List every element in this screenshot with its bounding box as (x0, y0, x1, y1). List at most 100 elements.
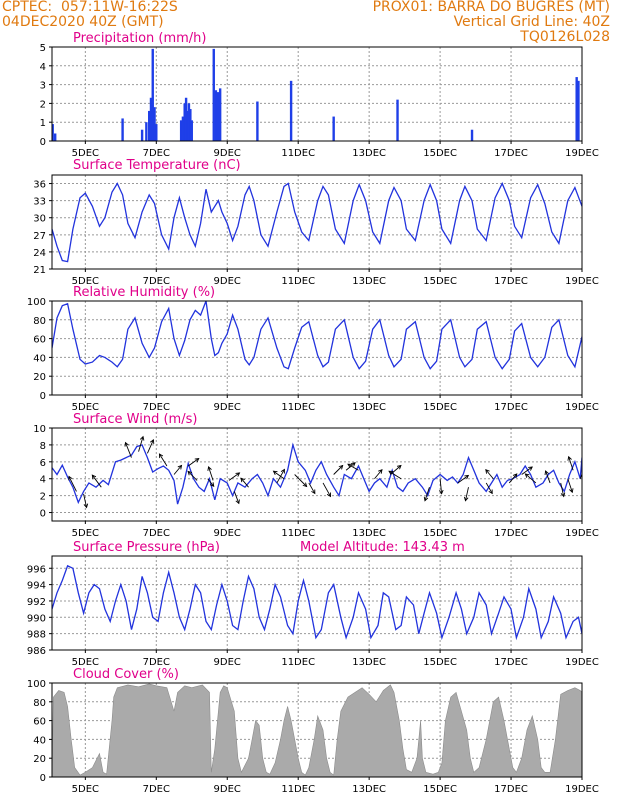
wind-arrow (579, 468, 582, 479)
header-model-id: TQ0126L028 (520, 29, 610, 45)
chart-panel-5: 5DEC 7DEC 9DEC 11DEC 13DEC 15DEC 17DEC 19DEC 0 20… (27, 667, 599, 795)
wind-arrow (567, 455, 574, 471)
x-tick-label: 9DEC (214, 784, 241, 795)
x-tick-label: 7DEC (143, 402, 170, 413)
y-tick-label: 5 (40, 43, 46, 54)
wind-arrow (207, 478, 215, 487)
y-tick-label: 992 (27, 597, 46, 608)
x-tick-label: 15DEC (423, 784, 457, 795)
wind-arrow (322, 482, 331, 498)
precip-bar (186, 110, 189, 141)
x-tick-label: 5DEC (72, 402, 99, 413)
x-tick-label: 7DEC (143, 148, 170, 159)
plot-area (52, 435, 582, 509)
x-tick-label: 17DEC (494, 784, 528, 795)
panel-frame (51, 682, 583, 778)
precip-bar (332, 116, 335, 141)
plot-area (52, 683, 582, 777)
plot-area (52, 301, 582, 370)
y-tick-label: 0 (40, 509, 46, 520)
precip-bar (396, 99, 399, 141)
y-tick-label: 27 (33, 231, 46, 242)
x-tick-label: 5DEC (72, 657, 99, 668)
wind-arrow (374, 469, 383, 480)
chart-panel-2: 5DEC 7DEC 9DEC 11DEC 13DEC 15DEC 17DEC 19DEC 0 20… (27, 285, 599, 413)
panel-title: Precipitation (mm/h) (73, 31, 206, 46)
wind-arrow (333, 464, 344, 475)
y-tick-label: 100 (27, 297, 46, 308)
panel-frame (51, 555, 583, 651)
x-tick-label: 7DEC (143, 276, 170, 287)
panel-frame (51, 427, 583, 522)
wind-arrow (560, 482, 566, 498)
x-tick-label: 13DEC (352, 528, 386, 539)
y-tick-label: 996 (27, 564, 46, 575)
y-tick-label: 21 (33, 265, 46, 276)
precip-bar (577, 80, 580, 141)
header-datetime: 04DEC2020 40Z (GMT) (2, 14, 164, 30)
x-tick-label: 19DEC (565, 784, 599, 795)
panel-frame (51, 46, 583, 142)
x-tick-label: 11DEC (281, 402, 315, 413)
wind-arrow (124, 441, 132, 458)
x-tick-label: 11DEC (281, 148, 315, 159)
x-tick-label: 5DEC (72, 528, 99, 539)
precip-bar (183, 103, 186, 141)
y-tick-label: 0 (40, 391, 46, 402)
x-tick-label: 15DEC (423, 528, 457, 539)
wind-arrow (567, 478, 574, 494)
y-tick-label: 20 (33, 754, 46, 765)
wind-arrow (228, 472, 241, 481)
x-tick-label: 5DEC (72, 276, 99, 287)
y-tick-label: 4 (40, 62, 46, 73)
y-tick-label: 0 (40, 137, 46, 148)
x-tick-label: 19DEC (565, 276, 599, 287)
wind-arrow (233, 491, 240, 505)
x-tick-label: 17DEC (494, 276, 528, 287)
panel-title: Surface Temperature (nC) (73, 158, 241, 173)
y-tick-label: 40 (33, 735, 46, 746)
x-tick-label: 13DEC (352, 148, 386, 159)
y-tick-label: 3 (40, 81, 46, 92)
precip-bar (190, 120, 193, 141)
y-tick-label: 60 (33, 335, 46, 346)
precip-bar (149, 97, 153, 141)
x-tick-label: 15DEC (423, 148, 457, 159)
wind-arrow (207, 466, 214, 481)
wind-arrow (485, 469, 494, 480)
x-tick-label: 17DEC (494, 402, 528, 413)
wind-arrow (138, 435, 145, 452)
wind-arrow (463, 487, 469, 502)
precip-bar (218, 88, 222, 141)
precip-bar (189, 109, 192, 141)
precip-bar (121, 118, 124, 141)
wind-arrow (524, 473, 537, 484)
precip-bar (575, 77, 578, 141)
precip-bar (179, 120, 183, 141)
wind-arrow (187, 457, 200, 467)
panel-frame (51, 174, 583, 270)
y-tick-label: 6 (40, 458, 46, 469)
x-tick-label: 9DEC (214, 657, 241, 668)
y-tick-label: 1 (40, 118, 46, 129)
x-tick-label: 9DEC (214, 528, 241, 539)
wind-arrow (294, 474, 308, 488)
wind-arrow (521, 466, 533, 475)
y-tick-label: 30 (33, 214, 46, 225)
panel-title: Surface Wind (m/s) (73, 412, 197, 427)
panel-title: Cloud Cover (%) (73, 667, 179, 682)
x-tick-label: 11DEC (281, 528, 315, 539)
x-tick-label: 19DEC (565, 148, 599, 159)
y-tick-label: 988 (27, 630, 46, 641)
precip-bar (52, 124, 54, 141)
y-tick-label: 20 (33, 372, 46, 383)
plot-area (52, 48, 580, 141)
wind-arrow (485, 482, 493, 495)
x-tick-label: 17DEC (494, 657, 528, 668)
wind-arrow (544, 470, 551, 484)
chart-panel-3: 5DEC 7DEC 9DEC 11DEC 13DEC 15DEC 17DEC 19DEC 0 2 4… (33, 412, 599, 539)
x-tick-label: 19DEC (565, 528, 599, 539)
x-tick-label: 13DEC (352, 402, 386, 413)
wind-arrow (173, 464, 183, 475)
